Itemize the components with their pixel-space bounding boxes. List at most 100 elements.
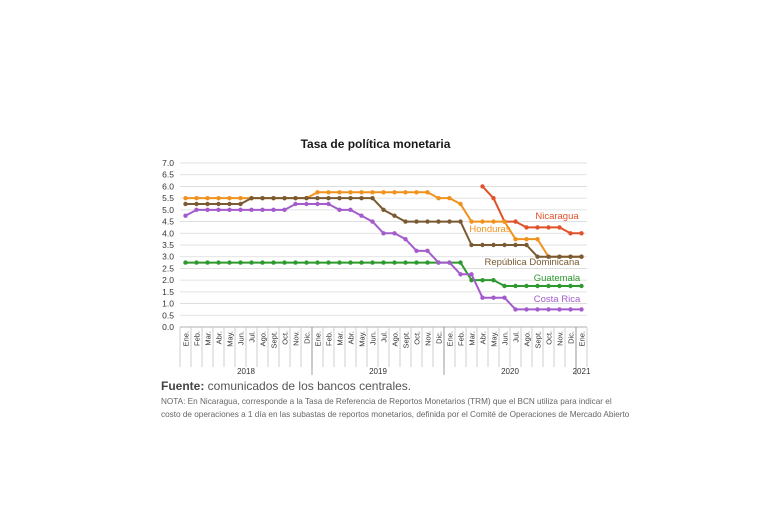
data-point bbox=[491, 242, 496, 248]
data-point bbox=[205, 201, 210, 207]
data-point bbox=[304, 260, 309, 265]
y-tick-label: 3.0 bbox=[162, 252, 174, 262]
data-point bbox=[469, 242, 474, 248]
data-point bbox=[271, 207, 276, 213]
data-point bbox=[216, 195, 221, 201]
x-tick-label: Jun. bbox=[501, 331, 510, 345]
data-point bbox=[557, 254, 562, 259]
data-point bbox=[315, 195, 320, 201]
data-point bbox=[359, 260, 364, 265]
x-tick-label: Nov. bbox=[556, 331, 565, 346]
data-point bbox=[381, 207, 386, 213]
x-tick-label: Abr. bbox=[215, 331, 224, 344]
series-label: Guatemala bbox=[534, 273, 581, 284]
data-point bbox=[260, 207, 265, 213]
series-label: Nicaragua bbox=[535, 211, 579, 222]
data-point bbox=[260, 195, 265, 201]
x-tick-label: Mar. bbox=[468, 331, 477, 346]
y-tick-label: 6.0 bbox=[162, 181, 174, 191]
x-tick-label: Ene. bbox=[578, 331, 587, 346]
data-point bbox=[293, 195, 298, 201]
chart-title: Tasa de política monetaria bbox=[301, 137, 451, 151]
x-tick-label: Oct. bbox=[545, 331, 554, 345]
data-point bbox=[414, 248, 419, 254]
x-tick-label: Ene. bbox=[314, 331, 323, 346]
data-point bbox=[436, 195, 441, 201]
data-point bbox=[524, 242, 529, 248]
data-point bbox=[535, 254, 540, 259]
data-point bbox=[502, 295, 507, 300]
source-line: Fuente: comunicados de los bancos centra… bbox=[161, 379, 411, 393]
year-label: 2019 bbox=[369, 367, 387, 376]
data-point bbox=[447, 195, 452, 201]
x-tick-label: Jun. bbox=[369, 331, 378, 345]
data-point bbox=[491, 195, 496, 201]
data-point bbox=[348, 190, 353, 195]
x-tick-label: Feb. bbox=[193, 331, 202, 346]
data-point bbox=[535, 225, 540, 230]
data-point bbox=[249, 207, 254, 213]
x-tick-label: Ene. bbox=[446, 331, 455, 346]
data-point bbox=[205, 260, 210, 265]
data-point bbox=[227, 260, 232, 265]
data-point bbox=[480, 219, 485, 224]
data-point bbox=[326, 260, 331, 265]
x-tick-label: Ene. bbox=[182, 331, 191, 346]
data-point bbox=[491, 295, 496, 300]
x-tick-label: Dic. bbox=[567, 331, 576, 344]
y-tick-label: 5.0 bbox=[162, 205, 174, 215]
data-point bbox=[392, 213, 397, 218]
data-point bbox=[337, 260, 342, 265]
data-point bbox=[381, 231, 386, 236]
data-point bbox=[194, 260, 199, 265]
data-point bbox=[579, 231, 584, 236]
x-tick-label: Sept. bbox=[270, 331, 279, 349]
data-point bbox=[304, 201, 309, 207]
data-point bbox=[315, 201, 320, 207]
data-point bbox=[436, 260, 441, 265]
data-point bbox=[568, 307, 573, 312]
data-point bbox=[557, 283, 562, 289]
data-point bbox=[315, 190, 320, 195]
y-tick-label: 7.0 bbox=[162, 158, 174, 168]
x-tick-label: Jul. bbox=[512, 331, 521, 343]
data-point bbox=[227, 201, 232, 207]
data-point bbox=[546, 307, 551, 312]
data-point bbox=[370, 219, 375, 224]
data-point bbox=[370, 260, 375, 265]
data-point bbox=[381, 190, 386, 195]
data-point bbox=[194, 201, 199, 207]
y-tick-label: 3.5 bbox=[162, 240, 174, 250]
chart: Tasa de política monetaria 0.0 0.51.0 1.5 2.… bbox=[162, 137, 591, 376]
data-point bbox=[403, 190, 408, 195]
data-point bbox=[370, 195, 375, 201]
data-point bbox=[557, 307, 562, 312]
y-tick-label: 6.5 bbox=[162, 170, 174, 180]
data-point bbox=[392, 260, 397, 265]
data-point bbox=[502, 242, 507, 248]
data-point bbox=[392, 190, 397, 195]
x-tick-label: Dic. bbox=[435, 331, 444, 344]
data-point bbox=[425, 190, 430, 195]
data-point bbox=[546, 254, 551, 259]
y-tick-label: 2.5 bbox=[162, 263, 174, 273]
data-point bbox=[271, 195, 276, 201]
y-tick-label: 0.0 bbox=[162, 322, 174, 332]
data-point bbox=[359, 195, 364, 201]
data-point bbox=[337, 195, 342, 201]
data-point bbox=[238, 195, 243, 201]
data-point bbox=[469, 277, 474, 283]
data-point bbox=[227, 207, 232, 213]
data-point bbox=[502, 283, 507, 289]
data-point bbox=[282, 260, 287, 265]
data-point bbox=[469, 272, 474, 277]
data-point bbox=[293, 201, 298, 207]
data-point bbox=[326, 190, 331, 195]
data-point bbox=[205, 207, 210, 213]
year-label: 2021 bbox=[573, 367, 591, 376]
data-point bbox=[436, 219, 441, 224]
data-point bbox=[403, 260, 408, 265]
data-point bbox=[381, 260, 386, 265]
data-point bbox=[249, 260, 254, 265]
data-point bbox=[447, 219, 452, 224]
